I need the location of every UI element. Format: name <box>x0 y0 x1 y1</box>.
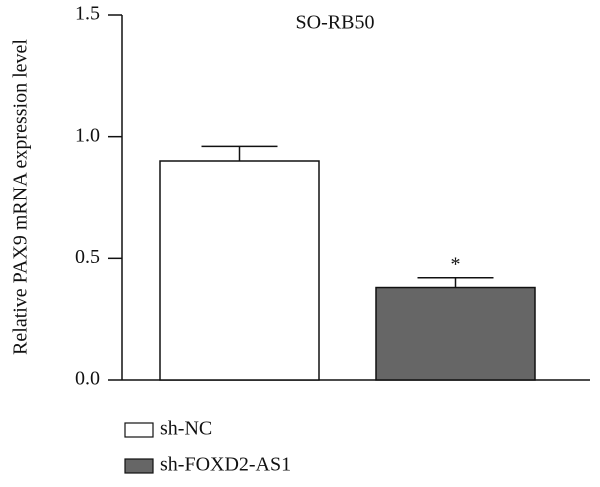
y-tick-label: 0.0 <box>75 368 100 390</box>
y-tick-label: 1.5 <box>75 3 100 25</box>
y-axis-label: Relative PAX9 mRNA expression level <box>10 39 32 355</box>
chart-title: SO-RB50 <box>296 12 375 34</box>
significance-mark: * <box>451 253 461 275</box>
y-tick-label: 1.0 <box>75 124 100 146</box>
legend-swatch <box>124 422 154 438</box>
legend-swatch <box>124 458 154 474</box>
bar <box>159 160 320 381</box>
y-tick-label: 0.5 <box>75 246 100 268</box>
legend-label: sh-NC <box>160 418 212 440</box>
legend-label: sh-FOXD2-AS1 <box>160 454 291 476</box>
bar <box>375 286 536 381</box>
